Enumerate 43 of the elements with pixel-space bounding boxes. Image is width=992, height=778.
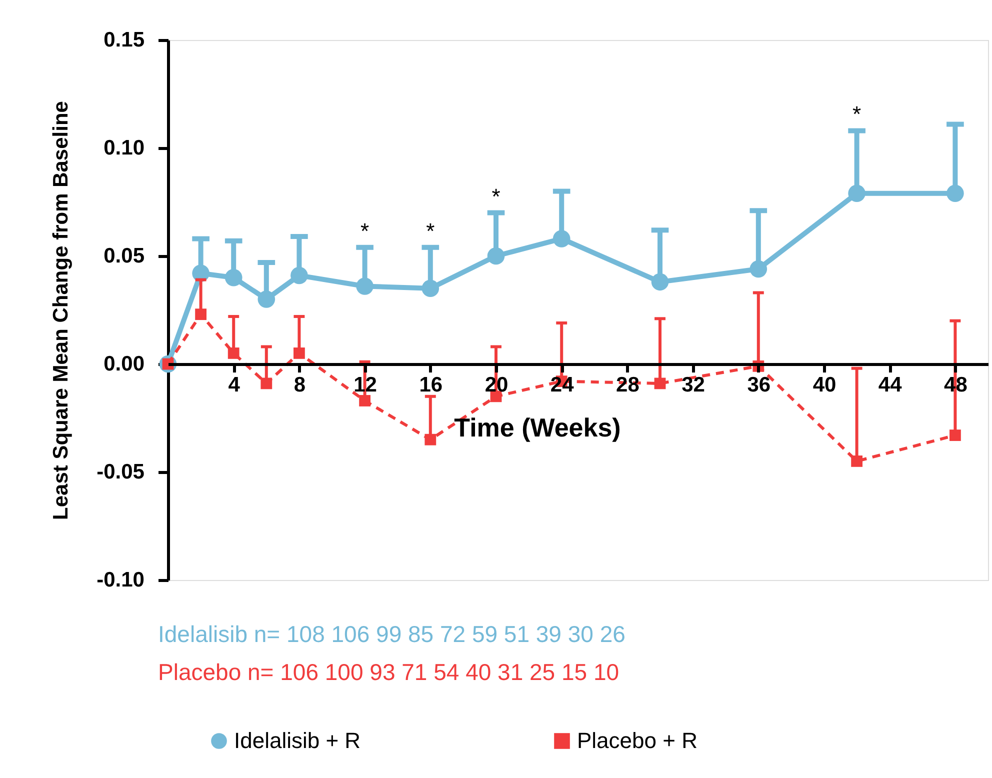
y-tick-label: 0.05	[104, 244, 145, 268]
point	[422, 280, 440, 298]
annotation: *	[852, 102, 862, 127]
point	[851, 456, 862, 467]
point	[487, 247, 505, 265]
annotation: *	[426, 218, 436, 244]
legend-label: Placebo + R	[577, 728, 698, 753]
point	[228, 348, 240, 359]
point	[946, 184, 964, 202]
point	[848, 184, 866, 202]
x-tick-label: 4	[228, 374, 240, 396]
point	[359, 395, 370, 406]
point	[356, 278, 374, 295]
x-tick-label: 32	[682, 374, 705, 396]
x-tick-label: 36	[747, 374, 771, 396]
point	[552, 230, 570, 248]
y-axis-title: Least Square Mean Change from Baseline	[50, 101, 73, 520]
y-tick-label: 0.10	[104, 136, 144, 160]
point	[750, 260, 768, 278]
y-tick-label: -0.05	[96, 460, 145, 484]
x-tick-label: 8	[294, 374, 306, 396]
point	[950, 430, 961, 441]
point	[260, 378, 272, 390]
text: Idelalisib n= 108 106 99 85 72 59 51 39 30 26	[158, 621, 626, 647]
annotation: *	[492, 184, 501, 209]
point	[651, 273, 669, 291]
point	[290, 266, 308, 284]
point	[258, 290, 276, 308]
x-tick-label: 44	[878, 374, 902, 396]
x-tick-label: 16	[419, 374, 443, 396]
point	[654, 378, 666, 390]
point	[195, 308, 206, 320]
y-tick-label: 0.00	[104, 352, 144, 376]
point	[424, 434, 436, 446]
legend-label: Idelalisib + R	[234, 728, 361, 753]
y-tick-label: -0.10	[96, 568, 144, 592]
point	[224, 268, 242, 286]
x-axis-title: Time (Weeks)	[454, 412, 621, 442]
text: Placebo n= 106 100 93 71 54 40 31 25 15 10	[158, 659, 620, 685]
annotation: *	[360, 218, 370, 244]
point	[294, 348, 305, 359]
y-tick-label: 0.15	[104, 28, 145, 52]
x-tick-label: 40	[812, 374, 836, 396]
